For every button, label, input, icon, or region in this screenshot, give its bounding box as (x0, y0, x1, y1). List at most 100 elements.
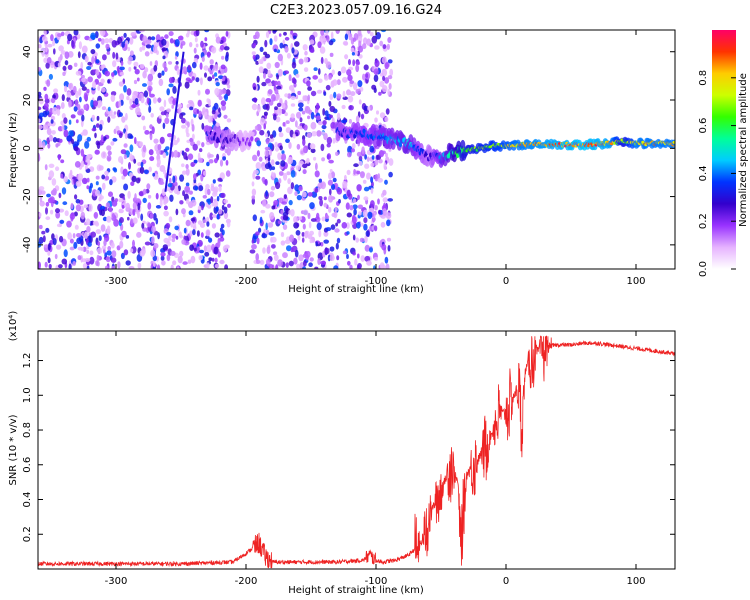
noise-speckle (263, 51, 268, 56)
noise-speckle (68, 119, 72, 125)
noise-speckle (161, 38, 167, 46)
noise-speckle (142, 83, 147, 87)
noise-speckle (372, 217, 376, 222)
noise-speckle (302, 44, 308, 51)
noise-speckle (380, 30, 387, 33)
noise-speckle (107, 150, 112, 156)
noise-speckle (335, 30, 340, 34)
noise-speckle (346, 222, 350, 230)
noise-speckle (102, 54, 107, 61)
noise-speckle (61, 124, 65, 132)
noise-speckle (273, 114, 277, 121)
noise-speckle (136, 231, 142, 238)
noise-speckle (284, 36, 290, 41)
noise-speckle (149, 61, 153, 66)
noise-speckle (199, 148, 203, 153)
noise-speckle (385, 212, 392, 220)
noise-speckle (367, 30, 371, 34)
noise-speckle (262, 247, 266, 254)
noise-speckle (285, 138, 290, 143)
noise-speckle (45, 227, 50, 233)
spectrogram-x-tick-label: 100 (626, 276, 645, 287)
noise-speckle (90, 32, 96, 40)
noise-speckle (118, 81, 124, 87)
noise-speckle (206, 98, 210, 103)
noise-speckle (263, 72, 266, 79)
noise-speckle (214, 263, 220, 269)
noise-speckle (294, 41, 300, 47)
noise-speckle (268, 264, 274, 269)
noise-speckle (332, 137, 336, 144)
noise-speckle (382, 208, 387, 216)
noise-speckle (209, 59, 214, 65)
noise-speckle (104, 265, 109, 269)
noise-speckle (182, 261, 188, 265)
noise-speckle (73, 106, 78, 112)
noise-speckle (310, 48, 315, 53)
noise-speckle (175, 61, 179, 65)
noise-speckle (41, 36, 48, 42)
noise-speckle (118, 208, 123, 213)
noise-speckle (357, 80, 363, 88)
noise-speckle (266, 62, 272, 69)
noise-speckle (193, 222, 197, 229)
noise-speckle (107, 246, 112, 251)
noise-speckle (382, 75, 386, 81)
noise-speckle (38, 118, 41, 123)
noise-speckle (341, 119, 347, 124)
noise-speckle (47, 43, 53, 48)
noise-speckle (138, 94, 142, 102)
noise-speckle (130, 181, 135, 186)
noise-speckle (44, 93, 49, 101)
noise-speckle (350, 148, 355, 153)
noise-speckle (378, 91, 382, 96)
noise-speckle (277, 259, 283, 267)
noise-speckle (349, 264, 353, 269)
noise-speckle (289, 234, 295, 243)
noise-speckle (119, 217, 124, 224)
spectrogram-y-axis-label: Frequency (Hz) (8, 112, 19, 188)
noise-speckle (266, 229, 270, 236)
noise-speckle (51, 178, 57, 186)
noise-speckle (167, 133, 173, 138)
noise-speckle (97, 85, 101, 91)
noise-speckle (185, 219, 191, 227)
noise-speckle (64, 210, 69, 217)
noise-speckle (214, 232, 220, 238)
noise-speckle (204, 187, 208, 196)
noise-speckle (102, 182, 106, 191)
noise-speckle (251, 239, 255, 244)
noise-speckle (69, 212, 76, 220)
noise-speckle (172, 175, 176, 183)
noise-speckle (278, 33, 282, 37)
noise-speckle (319, 198, 323, 207)
noise-speckle (195, 30, 200, 37)
noise-speckle (204, 112, 208, 116)
noise-speckle (338, 199, 341, 204)
noise-speckle (96, 115, 100, 121)
noise-speckle (43, 102, 49, 109)
noise-speckle (290, 209, 295, 217)
noise-speckle (324, 110, 329, 117)
noise-speckle (131, 175, 137, 183)
noise-speckle (355, 61, 361, 66)
noise-speckle (73, 62, 78, 67)
noise-speckle (355, 88, 361, 95)
noise-speckle (255, 162, 262, 170)
noise-speckle (212, 179, 216, 184)
noise-speckle (321, 124, 327, 130)
noise-speckle (106, 51, 111, 55)
noise-speckle (180, 43, 183, 49)
noise-speckle (105, 202, 110, 208)
noise-speckle (81, 86, 87, 91)
noise-speckle (302, 169, 307, 175)
noise-speckle (189, 137, 194, 143)
noise-speckle (201, 142, 205, 148)
noise-speckle (168, 83, 174, 88)
noise-speckle (309, 202, 315, 210)
noise-speckle (38, 44, 42, 49)
noise-speckle (68, 51, 74, 58)
noise-speckle (275, 264, 279, 269)
noise-speckle (127, 56, 134, 62)
noise-speckle (284, 93, 289, 98)
